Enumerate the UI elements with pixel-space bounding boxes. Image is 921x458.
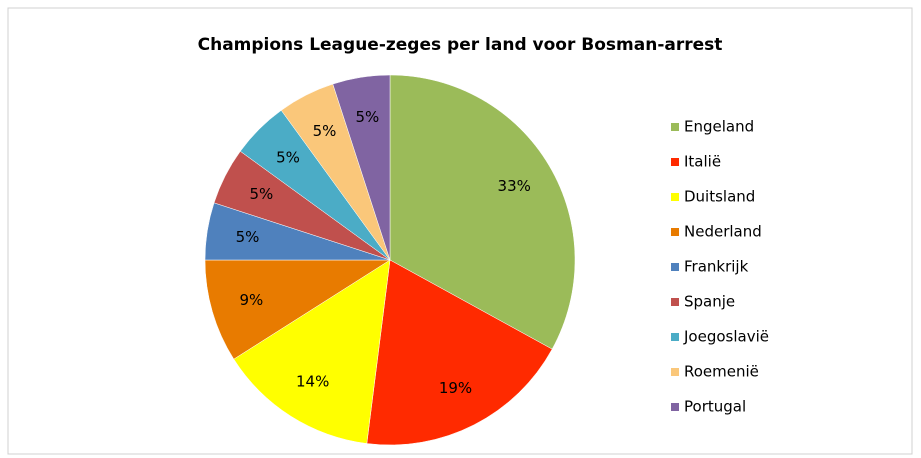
legend-swatch bbox=[671, 158, 679, 166]
data-label: 33% bbox=[498, 177, 531, 195]
data-label: 9% bbox=[240, 291, 264, 309]
legend-label: Spanje bbox=[684, 293, 735, 311]
data-label: 19% bbox=[439, 379, 472, 397]
data-label: 5% bbox=[236, 228, 260, 246]
legend-swatch bbox=[671, 263, 679, 271]
legend-label: Duitsland bbox=[684, 188, 755, 206]
legend-swatch bbox=[671, 123, 679, 131]
pie-slice bbox=[366, 259, 553, 446]
legend-label: Engeland bbox=[684, 118, 754, 136]
legend-label: Frankrijk bbox=[684, 258, 749, 276]
legend-swatch bbox=[671, 228, 679, 236]
pie-slice bbox=[233, 259, 391, 444]
legend-swatch bbox=[671, 368, 679, 376]
legend-swatch bbox=[671, 403, 679, 411]
legend-label: Italië bbox=[684, 153, 721, 171]
pie-slice bbox=[204, 259, 391, 360]
legend-swatch bbox=[671, 193, 679, 201]
data-label: 5% bbox=[313, 122, 337, 140]
data-label: 5% bbox=[276, 148, 300, 166]
data-label: 5% bbox=[356, 108, 380, 126]
legend-label: Roemenië bbox=[684, 363, 759, 381]
chart-title: Champions League-zeges per land voor Bos… bbox=[198, 35, 723, 55]
legend-swatch bbox=[671, 298, 679, 306]
pie-slice bbox=[389, 74, 576, 350]
data-label: 5% bbox=[250, 185, 274, 203]
legend-swatch bbox=[671, 333, 679, 341]
data-label: 14% bbox=[296, 372, 329, 390]
legend-label: Joegoslavië bbox=[683, 328, 769, 346]
legend-label: Portugal bbox=[684, 398, 746, 416]
pie-slice bbox=[332, 74, 391, 261]
legend-label: Nederland bbox=[684, 223, 762, 241]
